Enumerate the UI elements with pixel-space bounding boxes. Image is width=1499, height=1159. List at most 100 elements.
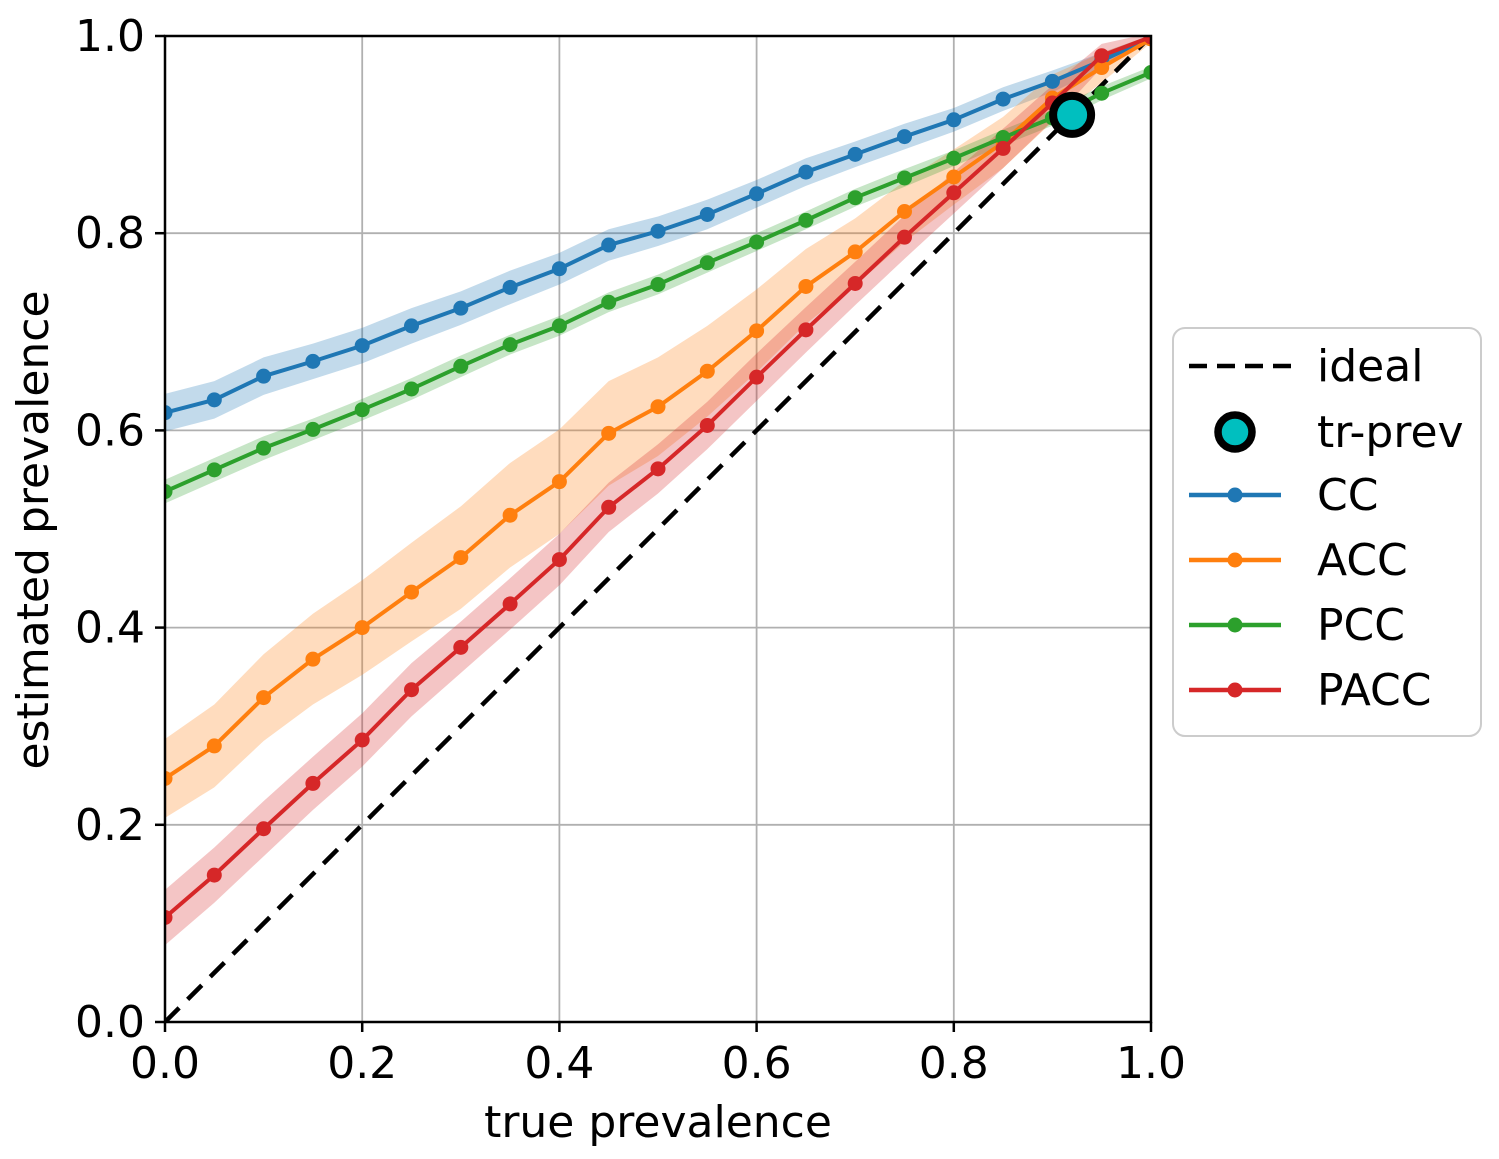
ideal-diagonal-line	[165, 36, 1151, 1022]
acc-point-marker	[946, 169, 962, 185]
y-tick-label: 0.6	[75, 405, 145, 456]
acc-point-marker	[847, 244, 863, 260]
cc-point-marker	[1044, 73, 1060, 89]
cc-point-marker	[650, 223, 666, 239]
legend-item-acc: ACC	[1189, 535, 1408, 586]
pcc-point-marker	[749, 234, 765, 250]
pcc-point-marker	[305, 421, 321, 437]
cc-point-marker	[502, 279, 518, 295]
pcc-point-marker	[995, 130, 1011, 146]
legend: ideal tr-prev CC ACC PCC PACC	[1172, 327, 1482, 737]
legend-label: ACC	[1317, 535, 1408, 586]
legend-item-cc: CC	[1189, 470, 1378, 521]
tr-prev-marker	[1049, 91, 1096, 138]
legend-item-ideal: ideal	[1189, 341, 1423, 392]
pacc-point-marker	[847, 275, 863, 291]
pacc-point-marker	[601, 499, 617, 515]
pcc-point-marker	[798, 212, 814, 228]
pcc-point-marker	[354, 402, 370, 418]
cc-point-marker	[206, 392, 222, 408]
pcc-point-marker	[650, 276, 666, 292]
acc-point-marker	[798, 278, 814, 294]
pcc-point-marker	[551, 318, 567, 334]
legend-item-pacc: PACC	[1189, 665, 1432, 716]
cc-point-marker	[847, 146, 863, 162]
x-tick-label: 0.0	[130, 1038, 200, 1089]
legend-tr-prev-marker-sample	[1214, 411, 1256, 453]
acc-point-marker	[749, 323, 765, 339]
legend-point-sample	[1227, 617, 1243, 633]
x-tick-label: 1.0	[1116, 1038, 1186, 1089]
legend-point-sample	[1227, 552, 1243, 568]
cc-point-marker	[798, 164, 814, 180]
pacc-point-marker	[305, 775, 321, 791]
pacc-point-marker	[453, 639, 469, 655]
pcc-point-marker	[946, 150, 962, 166]
acc-point-marker	[650, 399, 666, 415]
acc-point-marker	[256, 690, 272, 706]
cc-point-marker	[551, 261, 567, 277]
legend-label: PACC	[1317, 665, 1432, 716]
x-tick-label: 0.8	[919, 1038, 989, 1089]
x-tick-label: 0.6	[722, 1038, 792, 1089]
pacc-point-marker	[798, 322, 814, 338]
axis-ticks	[155, 34, 1153, 1032]
cc-point-marker	[749, 186, 765, 202]
pacc-point-marker	[206, 867, 222, 883]
cc-point-marker	[453, 300, 469, 316]
cc-point-marker	[404, 318, 419, 334]
acc-point-marker	[502, 507, 518, 523]
cc-point-marker	[354, 338, 370, 354]
acc-point-marker	[699, 363, 715, 379]
pacc-point-marker	[502, 596, 518, 612]
acc-point-marker	[305, 651, 321, 667]
x-tick-label: 0.4	[524, 1038, 594, 1089]
cc-point-marker	[165, 405, 173, 421]
pacc-point-marker	[256, 821, 272, 837]
pacc-point-marker	[1094, 48, 1110, 64]
cc-point-marker	[995, 91, 1011, 107]
x-tick-label: 0.2	[327, 1038, 397, 1089]
legend-item-trprev: tr-prev	[1214, 407, 1464, 458]
acc-point-marker	[404, 584, 419, 600]
acc-point-marker	[453, 550, 469, 566]
legend-label: CC	[1317, 470, 1378, 521]
tick-labels: 0.0 0.2 0.4 0.6 0.8 1.0 0.0 0.2 0.4 0.6 0.8 1.0	[75, 11, 1186, 1089]
acc-point-marker	[354, 620, 370, 636]
pacc-point-marker	[897, 229, 912, 245]
cc-point-marker	[699, 206, 715, 222]
y-tick-label: 0.0	[75, 997, 145, 1048]
y-tick-label: 0.8	[75, 208, 145, 259]
tr-prev-marker-layer	[1049, 91, 1096, 138]
pcc-point-marker	[699, 255, 715, 271]
cc-point-marker	[305, 353, 321, 369]
legend-label: PCC	[1317, 600, 1405, 651]
y-axis-label: estimated prevalence	[8, 290, 59, 769]
legend-label: ideal	[1317, 341, 1423, 392]
pcc-point-marker	[453, 358, 469, 374]
pcc-point-marker	[1094, 85, 1110, 101]
acc-point-marker	[601, 425, 617, 441]
y-tick-label: 0.2	[75, 800, 145, 851]
pacc-series	[165, 36, 1151, 925]
pcc-point-marker	[847, 190, 863, 206]
acc-point-marker	[206, 738, 222, 754]
acc-point-marker	[897, 204, 912, 220]
pacc-point-marker	[404, 682, 419, 698]
pacc-point-marker	[946, 185, 962, 201]
legend-item-pcc: PCC	[1189, 600, 1405, 651]
cc-point-marker	[601, 237, 617, 253]
acc-point-marker	[551, 474, 567, 490]
pcc-point-marker	[1143, 64, 1151, 80]
pcc-point-marker	[601, 294, 617, 310]
y-tick-label: 1.0	[75, 11, 145, 62]
pacc-point-marker	[354, 732, 370, 748]
pcc-point-marker	[165, 484, 173, 500]
confidence-bands	[165, 36, 1151, 946]
legend-label: tr-prev	[1317, 407, 1464, 458]
pacc-point-marker	[551, 552, 567, 568]
acc-point-marker	[1094, 60, 1110, 76]
pcc-point-marker	[897, 170, 912, 186]
